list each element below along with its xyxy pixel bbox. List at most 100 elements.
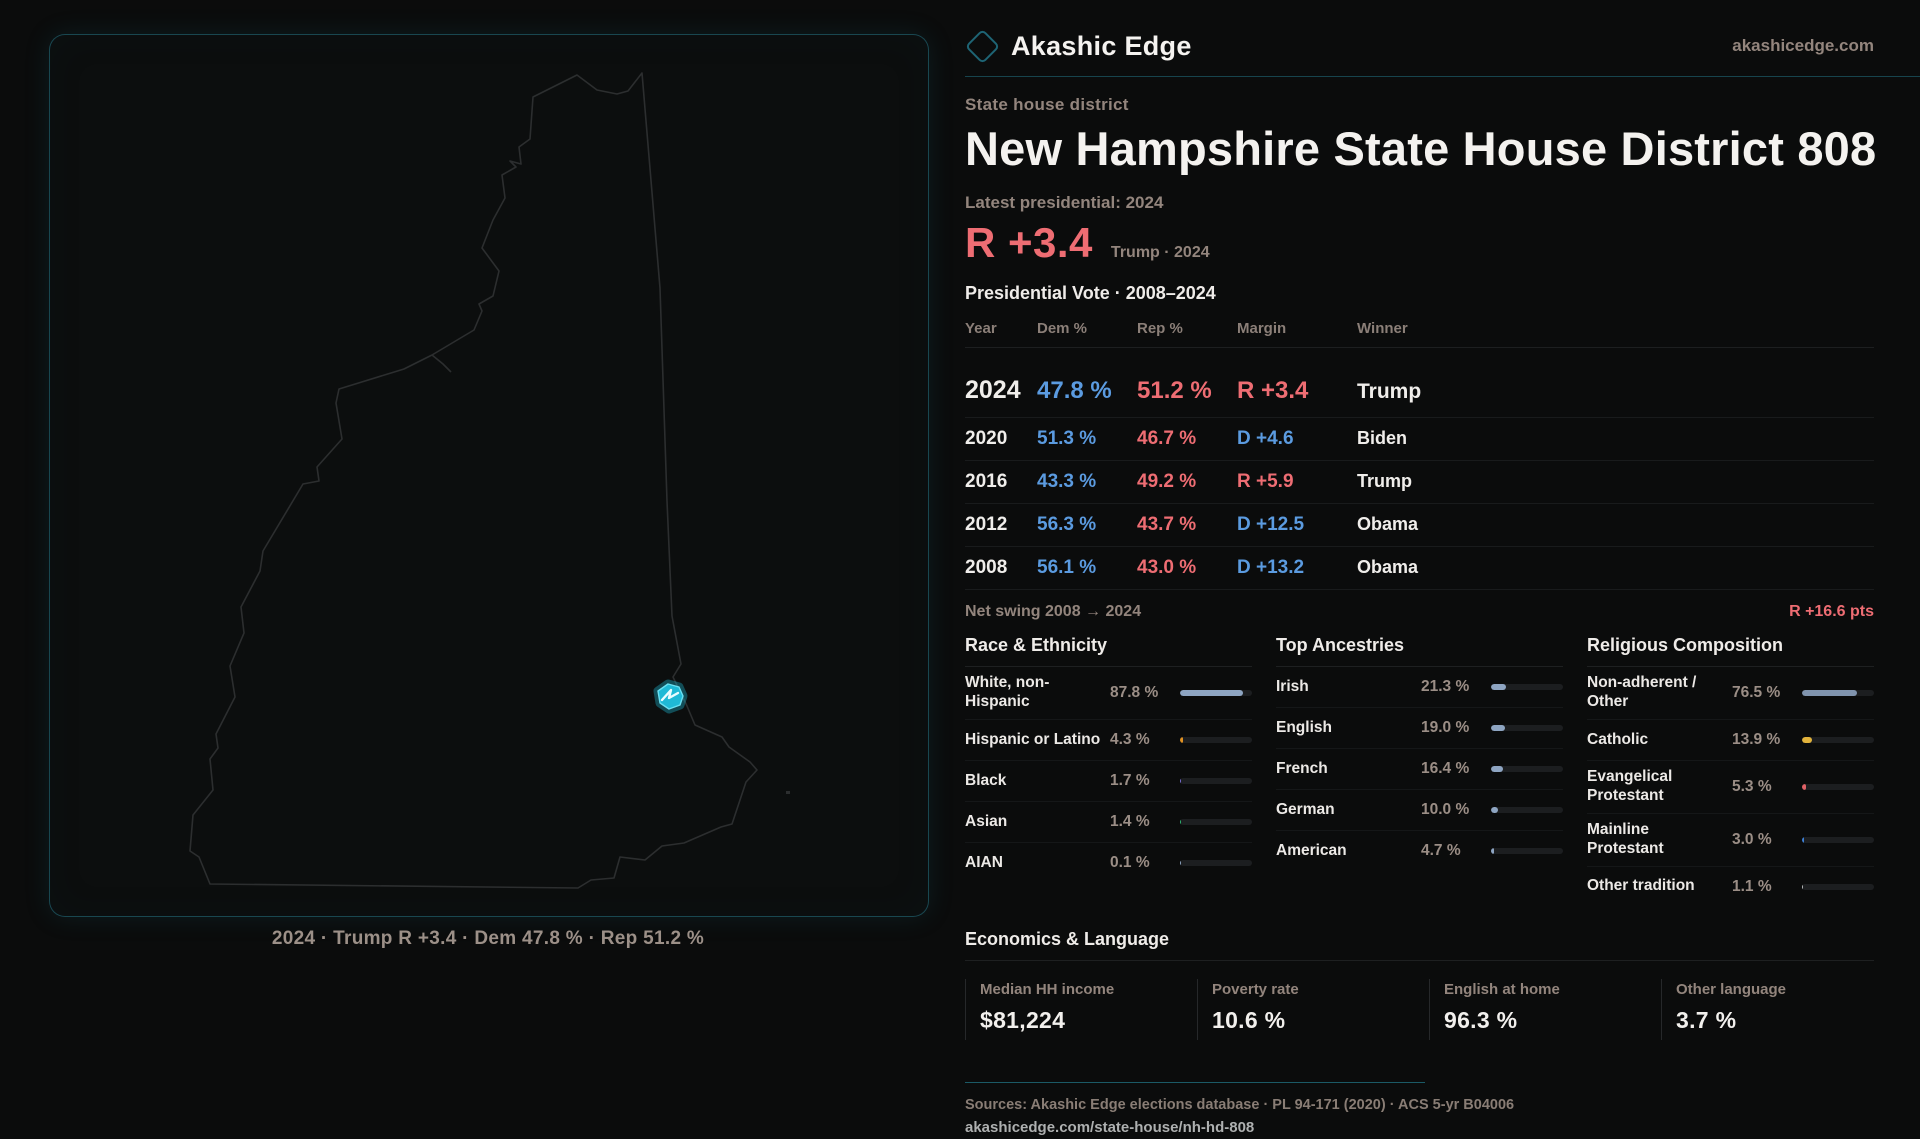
vote-table-header: Year Dem % Rep % Margin Winner [965,314,1874,349]
demo-group-title: Top Ancestries [1276,635,1563,668]
vote-dem-share: 51.3 % [1037,428,1097,450]
stat-label: Poverty rate [1212,980,1299,998]
demo-bar-fill [1180,819,1181,826]
vote-year: 2024 [965,376,1021,405]
brand-site-link[interactable]: akashicedge.com [1732,36,1874,55]
demo-label: French [1276,759,1328,777]
permalink[interactable]: akashicedge.com/state-house/nh-hd-808 [965,1118,1255,1136]
vote-rep-share: 43.0 % [1137,557,1197,579]
stat-english-at-home: English at home 96.3 % [1429,978,1661,1040]
stat-value: 10.6 % [1212,1006,1286,1033]
col-year: Year [965,320,997,338]
net-swing-row: Net swing 2008 → 2024 R +16.6 pts [965,590,1874,631]
vote-row-2024: 2024 47.8 % 51.2 % R +3.4 Trump [965,364,1874,419]
demo-value: 5.3 % [1732,778,1772,796]
demo-bar-fill [1802,883,1803,890]
demo-label: Irish [1276,677,1309,695]
stat-value: 3.7 % [1676,1006,1737,1033]
demo-value: 0.1 % [1110,854,1150,872]
demo-bar-track [1491,766,1563,773]
vote-winner: Trump [1357,471,1413,492]
demo-bar-fill [1491,725,1505,732]
demo-group-title: Religious Composition [1587,635,1874,668]
brand-header: Akashic Edge akashicedge.com [964,28,1874,64]
demo-row: American 4.7 % [1276,831,1563,871]
demo-bar-fill [1802,836,1805,843]
sources-text: Sources: Akashic Edge elections database… [965,1096,1515,1113]
stat-value: 96.3 % [1444,1006,1518,1033]
demo-value: 1.4 % [1110,813,1150,831]
coastal-island-speck [786,791,790,794]
vote-row-2016: 2016 43.3 % 49.2 % R +5.9 Trump [965,461,1874,505]
demo-row: Irish 21.3 % [1276,667,1563,709]
demo-label: English [1276,718,1332,736]
demo-group-race: Race & Ethnicity White, non-Hispanic 87.8 … [965,635,1252,906]
demo-label: Asian [965,812,1008,830]
demo-value: 16.4 % [1421,760,1470,778]
demo-bar-track [1491,725,1563,732]
economics-title: Economics & Language [965,929,1874,961]
vote-dem-share: 47.8 % [1037,377,1112,405]
vote-rep-share: 43.7 % [1137,514,1197,536]
demo-label: Non-adherent / Other [1587,674,1697,711]
demo-value: 76.5 % [1732,684,1781,702]
vote-winner: Obama [1357,557,1419,578]
demo-value: 10.0 % [1421,801,1470,819]
demo-value: 4.7 % [1421,842,1461,860]
vote-year: 2008 [965,557,1008,579]
demo-row: Mainline Protestant 3.0 % [1587,814,1874,867]
economics-stats: Median HH income $81,224 Poverty rate 10.6 … [965,978,1874,1040]
stat-label: English at home [1444,980,1560,998]
demo-bar-fill [1802,690,1858,697]
demo-bar-track [1180,860,1252,867]
col-dem: Dem % [1037,320,1088,338]
diamond-logo-icon [964,28,1001,64]
vote-margin: D +12.5 [1237,514,1305,536]
page-title: New Hampshire State House District 808 [965,122,1877,175]
demo-value: 19.0 % [1421,719,1470,737]
demo-bar-fill [1180,860,1181,867]
demo-bar-track [1491,807,1563,814]
demo-row: French 16.4 % [1276,749,1563,791]
footer-divider [965,1081,1425,1083]
demo-value: 1.1 % [1732,877,1772,895]
vote-margin: R +3.4 [1237,377,1309,405]
vote-margin: R +5.9 [1237,471,1294,493]
demo-row: Non-adherent / Other 76.5 % [1587,667,1874,721]
demo-value: 1.7 % [1110,772,1150,790]
footer: Sources: Akashic Edge elections database… [965,1081,1874,1139]
demo-value: 4.3 % [1110,731,1150,749]
nh-border-spur [431,354,452,373]
net-swing-value: R +16.6 pts [1789,603,1874,621]
stat-value: $81,224 [980,1006,1066,1033]
vote-rep-share: 51.2 % [1137,377,1212,405]
demo-value: 87.8 % [1110,684,1159,702]
demo-bar-track [1802,690,1874,697]
demo-bar-track [1180,819,1252,826]
col-margin: Margin [1237,320,1287,338]
stat-label: Median HH income [980,980,1115,998]
demo-row: Hispanic or Latino 4.3 % [965,720,1252,762]
vote-table-body: 2024 47.8 % 51.2 % R +3.4 Trump 2020 51.3 % 46.… [965,364,1874,591]
vote-year: 2020 [965,428,1008,450]
demo-label: Other tradition [1587,877,1695,895]
headline-margin-row: R +3.4 Trump · 2024 [965,219,1874,271]
demo-bar-track [1180,690,1252,697]
latest-presidential-label: Latest presidential: 2024 [965,193,1164,213]
demo-row: Catholic 13.9 % [1587,720,1874,762]
demo-bar-fill [1180,690,1244,697]
header-divider [965,76,1920,77]
demo-row: AIAN 0.1 % [965,843,1252,883]
vote-row-2020: 2020 51.3 % 46.7 % D +4.6 Biden [965,418,1874,462]
demo-bar-track [1180,737,1252,744]
stat-other-language: Other language 3.7 % [1661,978,1893,1040]
demo-bar-fill [1802,737,1812,744]
vote-row-2008: 2008 56.1 % 43.0 % D +13.2 Obama [965,547,1874,591]
demo-bar-track [1802,737,1874,744]
state-map-panel [49,34,929,917]
demo-label: Mainline Protestant [1587,821,1664,857]
demo-row: Black 1.7 % [965,761,1252,803]
vote-rep-share: 49.2 % [1137,471,1197,493]
nh-district-map [189,72,790,889]
demo-bar-track [1802,784,1874,791]
